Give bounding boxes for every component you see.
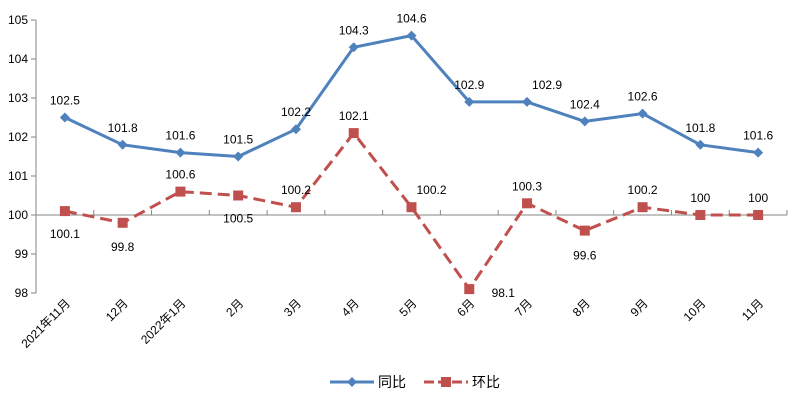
y-axis: 98 99 100 101 102 103 104 105 <box>8 13 37 300</box>
data-label: 99.6 <box>573 249 597 263</box>
x-tick-label: 7月 <box>512 296 535 319</box>
x-tick-label: 12月 <box>103 296 131 324</box>
data-label: 100.2 <box>628 183 658 197</box>
square-marker-icon[interactable] <box>348 128 359 139</box>
square-marker-icon[interactable] <box>637 202 648 213</box>
x-tick-label: 10月 <box>681 296 709 324</box>
data-label: 101.8 <box>685 121 715 135</box>
x-tick-label: 6月 <box>454 296 477 319</box>
diamond-marker-icon[interactable] <box>406 30 417 41</box>
data-label: 101.6 <box>743 129 773 143</box>
diamond-marker-icon[interactable] <box>695 139 706 150</box>
x-tick-label: 3月 <box>281 296 304 319</box>
x-tick-label: 8月 <box>570 296 593 319</box>
data-label: 104.3 <box>339 23 369 37</box>
square-marker-icon[interactable] <box>464 284 475 295</box>
square-marker-icon[interactable] <box>233 190 244 201</box>
data-label: 100.2 <box>281 183 311 197</box>
x-tick-label: 5月 <box>397 296 420 319</box>
diamond-marker-icon[interactable] <box>233 151 244 162</box>
data-label: 100.3 <box>512 179 542 193</box>
diamond-marker-icon[interactable] <box>175 147 186 158</box>
square-marker-icon[interactable] <box>522 198 533 209</box>
legend-label-yoy: 同比 <box>378 374 406 390</box>
y-tick-label: 104 <box>8 52 28 66</box>
diamond-marker-icon[interactable] <box>117 139 128 150</box>
diamond-marker-icon[interactable] <box>59 112 70 123</box>
data-label: 100.2 <box>416 183 446 197</box>
data-label: 99.8 <box>111 240 135 254</box>
series-layer <box>59 30 764 295</box>
data-label: 100 <box>748 191 768 205</box>
square-marker-icon[interactable] <box>290 202 301 213</box>
x-tick-label: 2022年1月 <box>138 296 188 346</box>
square-marker-icon[interactable] <box>59 206 70 217</box>
data-label: 100.5 <box>223 212 253 226</box>
data-label: 102.2 <box>281 105 311 119</box>
diamond-marker-icon[interactable] <box>637 108 648 119</box>
diamond-marker-icon[interactable] <box>348 42 359 53</box>
x-tick-label: 2月 <box>223 296 246 319</box>
data-label: 101.8 <box>108 121 138 135</box>
square-marker-icon[interactable] <box>117 217 128 228</box>
y-tick-label: 101 <box>8 169 28 183</box>
diamond-marker-icon[interactable] <box>753 147 764 158</box>
diamond-marker-icon[interactable] <box>579 116 590 127</box>
diamond-marker-icon[interactable] <box>522 96 533 107</box>
data-label: 102.6 <box>628 90 658 104</box>
square-marker-icon[interactable] <box>579 225 590 236</box>
square-marker-icon[interactable] <box>753 210 764 220</box>
data-label: 100 <box>690 191 710 205</box>
y-tick-label: 98 <box>15 286 29 300</box>
data-label: 102.1 <box>339 109 369 123</box>
data-label: 102.4 <box>570 97 600 111</box>
square-marker-icon[interactable] <box>695 210 706 220</box>
data-label: 101.6 <box>165 129 195 143</box>
data-label: 100.1 <box>50 227 80 241</box>
diamond-marker-icon[interactable] <box>290 124 301 135</box>
legend: 同比 环比 <box>330 372 500 392</box>
square-marker-icon <box>424 377 468 387</box>
data-label: 101.5 <box>223 133 253 147</box>
legend-item-yoy[interactable]: 同比 <box>330 372 406 392</box>
data-label: 102.5 <box>50 94 80 108</box>
y-tick-label: 102 <box>8 130 28 144</box>
diamond-marker-icon <box>330 377 374 387</box>
data-label: 104.6 <box>396 12 426 26</box>
data-label: 102.9 <box>454 78 484 92</box>
x-tick-label: 2021年11月 <box>18 296 73 351</box>
y-tick-label: 100 <box>8 208 28 222</box>
y-tick-label: 105 <box>8 13 28 27</box>
x-axis: 2021年11月 12月 2022年1月 2月 3月 4月 5月 6月 7月 8月 9月 10月 11月 <box>18 210 788 351</box>
legend-label-mom: 环比 <box>472 374 500 390</box>
x-tick-label: 9月 <box>628 296 651 319</box>
data-labels: 102.5 101.8 101.6 101.5 102.2 104.3 104.6 102.9… <box>50 12 774 301</box>
square-marker-icon[interactable] <box>406 202 417 213</box>
x-tick-label: 4月 <box>339 296 362 319</box>
data-label: 98.1 <box>492 286 516 300</box>
data-label: 102.9 <box>532 78 562 92</box>
y-tick-label: 99 <box>15 247 29 261</box>
y-tick-label: 103 <box>8 91 28 105</box>
data-label: 100.6 <box>165 168 195 182</box>
square-marker-icon[interactable] <box>175 186 186 197</box>
legend-item-mom[interactable]: 环比 <box>424 372 500 392</box>
diamond-marker-icon[interactable] <box>464 96 475 107</box>
x-tick-label: 11月 <box>739 296 766 323</box>
